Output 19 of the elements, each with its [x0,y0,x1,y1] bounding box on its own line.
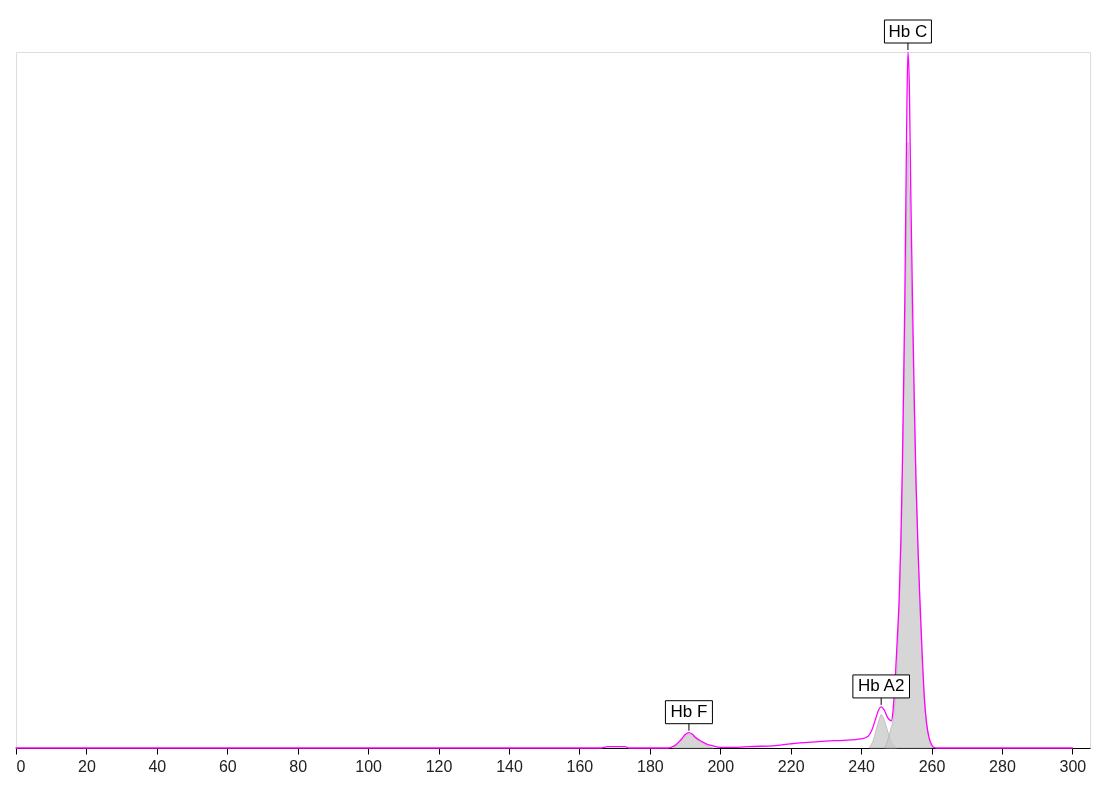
annotation: Hb A2 [858,676,905,696]
x-tick-label: 40 [148,757,167,775]
x-tick-label: 300 [1059,757,1087,775]
x-tick-label: 0 [16,757,26,775]
x-tick-label: 280 [989,757,1016,775]
x-tick-label: 200 [707,757,735,775]
x-tick-label: 120 [425,757,453,775]
x-tick-label: 60 [218,757,237,775]
x-tick-label: 100 [355,757,383,775]
annotation: Hb F [670,702,708,722]
x-tick-label: 220 [777,757,805,775]
x-tick-label: 240 [848,757,876,775]
x-tick-label: 180 [636,757,664,775]
x-tick-label: 260 [918,757,946,775]
x-tick-label: 20 [78,757,96,775]
x-tick-label: 160 [566,757,594,775]
annotation: Hb C [888,21,928,41]
x-tick-label: 80 [289,757,308,775]
x-tick-label: 140 [496,757,523,775]
